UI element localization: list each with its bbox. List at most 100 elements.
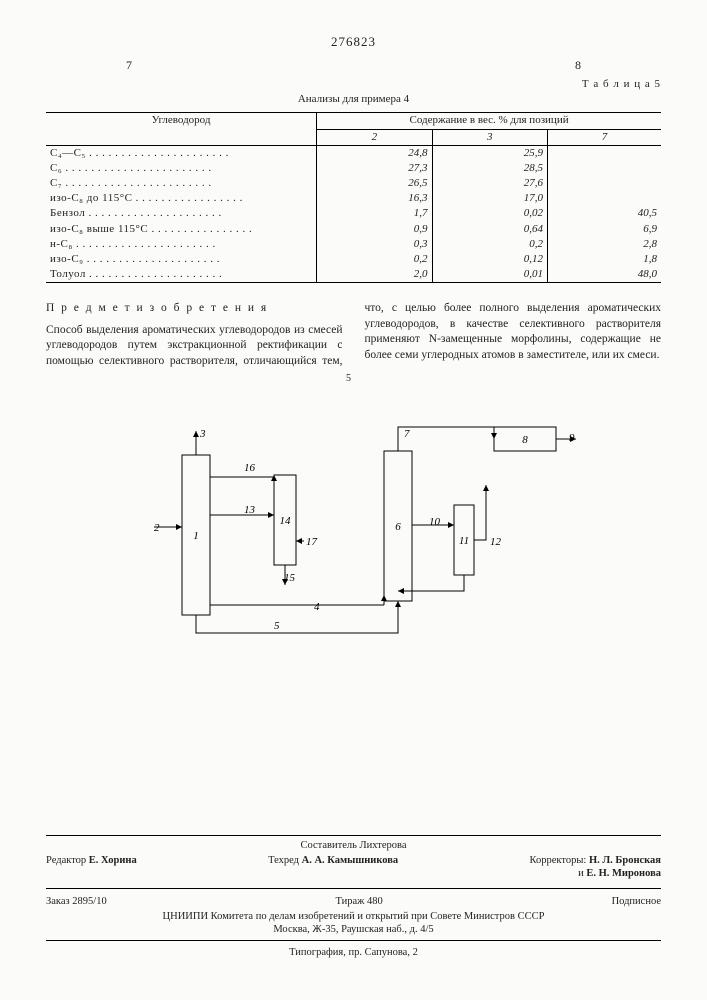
diagram-arrow [474,485,486,540]
diagram-stream-label: 2 [154,522,160,534]
diagram-stream-label: 10 [429,516,441,528]
table-caption: Анализы для примера 4 [46,93,661,106]
footer: Составитель Лихтерова Редактор Е. Хорина… [46,831,661,960]
col-pos-2: 2 [317,129,432,145]
page-numbers: 7 8 [46,58,661,72]
cell-value [548,145,662,161]
diagram-stream-label: 9 [569,432,575,444]
corr-label: Корректоры: [530,855,587,866]
address: Москва, Ж-35, Раушская наб., д. 4/5 [46,924,661,937]
page-right: 8 [575,58,581,72]
diagram-arrow [210,475,274,477]
diagram-arrow [210,595,384,605]
diagram-node-label: 14 [279,515,291,527]
table-row: Бензол . . . . . . . . . . . . . . . . .… [46,206,661,221]
diagram-node-label: 11 [458,535,468,547]
process-flow-diagram: 1 14 6 11 8 2 3 4 5 7 9 10 12 13 15 16 17 [124,395,584,655]
cell-value: 25,9 [432,145,547,161]
diagram-arrow [196,601,398,633]
cell-name: C₆ . . . . . . . . . . . . . . . . . . .… [46,161,317,176]
cell-value: 1,7 [317,206,432,221]
table-row: изо-C₈ выше 115°C . . . . . . . . . . . … [46,222,661,237]
page-left: 7 [126,58,132,72]
table-label: Т а б л и ц а 5 [46,78,661,91]
cell-value: 0,64 [432,222,547,237]
cell-value: 0,2 [317,252,432,267]
order: Заказ 2895/10 [46,896,107,909]
subscription: Подписное [612,896,661,909]
cell-value: 0,2 [432,237,547,252]
table-row: C₆ . . . . . . . . . . . . . . . . . . .… [46,161,661,176]
table-row: изо-C₈ до 115°C . . . . . . . . . . . . … [46,191,661,206]
body-right: с целью более полного выделения ароматич… [365,302,662,361]
table-row: н-C₈ . . . . . . . . . . . . . . . . . .… [46,237,661,252]
table-row: Толуол . . . . . . . . . . . . . . . . .… [46,267,661,283]
diagram-node-label: 6 [395,521,401,533]
cell-name: Бензол . . . . . . . . . . . . . . . . .… [46,206,317,221]
techred-label: Техред [268,855,299,866]
cell-name: изо-C₈ выше 115°C . . . . . . . . . . . … [46,222,317,237]
analysis-table: Углеводород Содержание в вес. % для пози… [46,112,661,283]
cell-value [548,161,662,176]
cell-value: 0,02 [432,206,547,221]
cell-value: 28,5 [432,161,547,176]
cell-name: изо-C₉ . . . . . . . . . . . . . . . . .… [46,252,317,267]
body-text: П р е д м е т и з о б р е т е н и я Спос… [46,301,661,369]
diagram-stream-label: 5 [274,620,280,632]
diagram-stream-label: 7 [404,428,410,440]
cell-name: Толуол . . . . . . . . . . . . . . . . .… [46,267,317,283]
cell-value: 27,3 [317,161,432,176]
col-hydrocarbon: Углеводород [46,113,317,145]
cell-value: 26,5 [317,176,432,191]
editor-label: Редактор [46,855,86,866]
line-number-5: 5 [346,373,351,385]
diagram-stream-label: 3 [199,428,206,440]
corr-and: и [578,868,584,879]
cell-value: 0,01 [432,267,547,283]
typography: Типография, пр. Сапунова, 2 [46,947,661,960]
cell-name: изо-C₈ до 115°C . . . . . . . . . . . . … [46,191,317,206]
techred-name: А. А. Камышникова [302,855,399,866]
corr1: Н. Л. Бронская [589,855,661,866]
compiled-by: Составитель Лихтерова [46,840,661,853]
cell-value: 6,9 [548,222,662,237]
diagram-stream-label: 12 [490,536,502,548]
cell-name: C₇ . . . . . . . . . . . . . . . . . . .… [46,176,317,191]
col-pos-3: 3 [432,129,547,145]
cell-value: 40,5 [548,206,662,221]
diagram-stream-label: 15 [284,572,296,584]
diagram-node-label: 8 [522,434,528,446]
cell-value: 17,0 [432,191,547,206]
diagram-stream-label: 4 [314,601,320,613]
diagram-arrow [398,575,464,591]
page: 276823 7 8 Т а б л и ц а 5 Анализы для п… [0,0,707,1000]
cell-value: 2,0 [317,267,432,283]
diagram-stream-label: 13 [244,504,256,516]
diagram-arrow [398,427,494,451]
tirage: Тираж 480 [335,896,382,909]
corr2: Е. Н. Миронова [586,868,661,879]
cell-value: 16,3 [317,191,432,206]
cell-value: 48,0 [548,267,662,283]
col-pos-7: 7 [548,129,662,145]
cell-value: 1,8 [548,252,662,267]
subject-title: П р е д м е т и з о б р е т е н и я [46,301,343,317]
cell-value: 24,8 [317,145,432,161]
table-row: изо-C₉ . . . . . . . . . . . . . . . . .… [46,252,661,267]
cell-value: 27,6 [432,176,547,191]
table-row: C₄—C₅ . . . . . . . . . . . . . . . . . … [46,145,661,161]
cell-value: 0,9 [317,222,432,237]
cell-value: 2,8 [548,237,662,252]
cell-value: 0,3 [317,237,432,252]
cell-value [548,191,662,206]
table-row: C₇ . . . . . . . . . . . . . . . . . . .… [46,176,661,191]
diagram-stream-label: 17 [306,536,318,548]
col-content-header: Содержание в вес. % для позиций [317,113,661,129]
cell-name: C₄—C₅ . . . . . . . . . . . . . . . . . … [46,145,317,161]
diagram-stream-label: 16 [244,462,256,474]
diagram-node-label: 1 [193,530,199,542]
cell-value [548,176,662,191]
org: ЦНИИПИ Комитета по делам изобретений и о… [46,911,661,924]
editor-name: Е. Хорина [89,855,137,866]
document-number: 276823 [46,34,661,50]
